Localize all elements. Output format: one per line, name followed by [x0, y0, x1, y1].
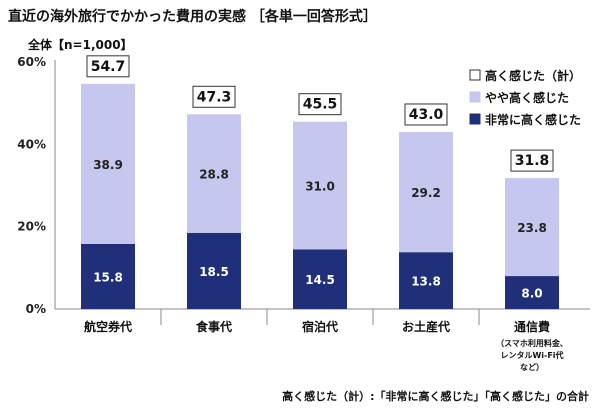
total-label-box — [404, 103, 448, 126]
chart-footnote: 高く感じた（計）:「非常に高く感じた」「高く感じた」の合計 — [282, 390, 589, 403]
chart-title: 直近の海外旅行でかかった費用の実感 ［各単一回答形式］ — [8, 9, 377, 25]
total-label: 54.7 — [91, 59, 126, 75]
y-tick-label: 0% — [26, 302, 46, 316]
bar-very-high — [399, 252, 453, 309]
total-label-box — [298, 93, 342, 116]
bar-somewhat-high — [187, 114, 241, 233]
data-label: 28.8 — [199, 168, 229, 182]
legend-swatch — [469, 69, 481, 81]
legend-label: 高く感じた（計） — [485, 68, 581, 83]
category-note: （スマホ利用料金、 — [496, 338, 568, 348]
bar-very-high — [293, 249, 347, 309]
data-label: 13.8 — [411, 275, 441, 289]
data-label: 15.8 — [93, 270, 123, 284]
bar-somewhat-high — [293, 121, 347, 250]
legend-swatch — [469, 91, 481, 103]
data-label: 14.5 — [305, 273, 335, 287]
total-label: 31.8 — [515, 153, 550, 169]
category-note: など） — [520, 362, 544, 372]
category-label: 食事代 — [195, 319, 232, 334]
bar-somewhat-high — [399, 131, 453, 253]
y-tick-label: 60% — [17, 55, 46, 69]
category-label: 航空券代 — [84, 319, 132, 334]
total-label-box — [192, 85, 236, 108]
chart-subtitle: 全体【n=1,000】 — [28, 38, 133, 52]
bar-very-high — [81, 243, 135, 309]
data-label: 18.5 — [199, 265, 229, 279]
data-label: 38.9 — [93, 158, 123, 172]
total-label-box — [86, 55, 130, 78]
total-label: 45.5 — [303, 97, 338, 113]
bar-very-high — [187, 232, 241, 309]
total-label-box — [510, 149, 554, 172]
category-note: レンタルWi-Fi代 — [500, 350, 563, 360]
total-label: 43.0 — [409, 107, 444, 123]
bar-somewhat-high — [505, 178, 559, 277]
legend-label: 非常に高く感じた — [485, 112, 581, 127]
data-label: 8.0 — [521, 287, 542, 301]
bar-very-high — [505, 276, 559, 309]
category-label: 宿泊代 — [302, 319, 338, 334]
total-label: 47.3 — [197, 89, 232, 105]
bar-somewhat-high — [81, 83, 135, 244]
legend-swatch — [469, 113, 481, 125]
y-tick-label: 40% — [17, 137, 46, 151]
data-label: 23.8 — [517, 221, 547, 235]
data-label: 31.0 — [305, 180, 335, 194]
legend-label: やや高く感じた — [485, 90, 569, 105]
category-label: お土産代 — [402, 319, 450, 334]
category-label: 通信費 — [514, 319, 550, 334]
y-tick-label: 20% — [17, 220, 46, 234]
data-label: 29.2 — [411, 186, 441, 200]
